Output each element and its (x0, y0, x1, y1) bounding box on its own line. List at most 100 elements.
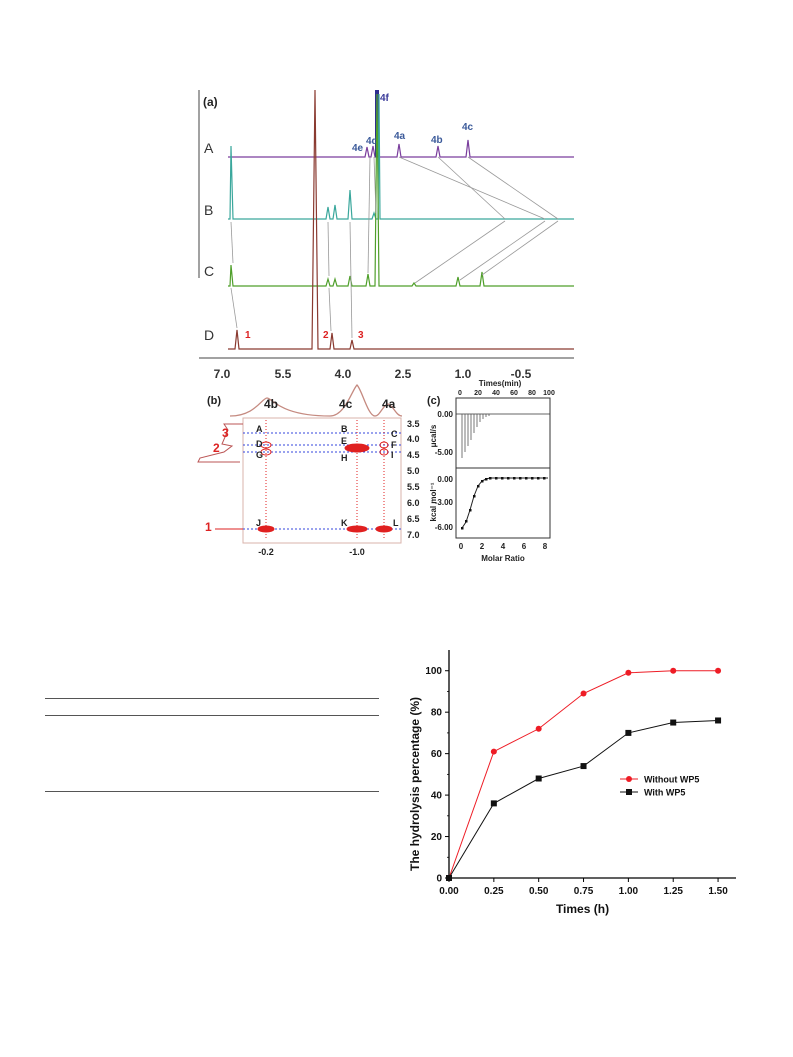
ppm-tick: -0.5 (511, 367, 532, 381)
itc-lower-ytick: -3.00 (435, 498, 454, 507)
y-tick-label: 100 (425, 666, 442, 677)
table-header-rule (45, 715, 379, 716)
cross-label-a: A (256, 424, 263, 434)
legend-label: Without WP5 (644, 775, 699, 785)
noesy-vertical-guides (265, 420, 385, 540)
svg-text:0: 0 (459, 542, 464, 551)
trace-b (228, 93, 574, 220)
itc-lower-frame (455, 467, 551, 539)
itc-top-axis-title: Times(min) (479, 379, 522, 388)
peak-label-4a: 4a (394, 131, 406, 142)
noesy-top-label-4b: 4b (264, 397, 278, 411)
data-point (446, 875, 452, 881)
y-tick-label: 0 (436, 874, 442, 885)
x-tick-label: 1.25 (663, 886, 683, 897)
y-axis-label: The hydrolysis percentage (%) (408, 697, 422, 871)
data-point (580, 690, 587, 697)
x-tick-label: 0.75 (574, 886, 594, 897)
data-point (715, 717, 722, 724)
series-line-0 (448, 670, 719, 879)
peak-label-4d: 4d (366, 136, 378, 147)
noesy-horizontal-guides (243, 432, 401, 530)
ppm-tick: 1.0 (455, 367, 472, 381)
legend-marker (626, 776, 632, 782)
panel-c-label: (c) (427, 395, 441, 407)
noesy-top-label-4c: 4c (339, 397, 353, 411)
svg-text:4: 4 (501, 542, 506, 551)
noesy-left-label-3: 3 (222, 426, 229, 440)
svg-text:8: 8 (543, 542, 548, 551)
svg-text:80: 80 (528, 390, 536, 397)
itc-lower-ytick: -6.00 (435, 523, 454, 532)
data-point (535, 775, 542, 782)
y-tick-label: 20 (431, 832, 443, 843)
itc-upper-ytick: 0.00 (437, 410, 453, 419)
itc-lower-ylabel: kcal mol⁻¹ (429, 482, 438, 521)
svg-text:6.5: 6.5 (407, 514, 420, 524)
trace-label-c: C (204, 263, 214, 279)
cross-label-d: D (256, 439, 263, 449)
itc-upper-frame (455, 397, 551, 469)
cross-label-i: I (391, 450, 394, 460)
noesy-top-projection (229, 384, 403, 417)
noesy-top-label-4a: 4a (382, 397, 396, 411)
shift-connectors (230, 156, 559, 339)
itc-injection-spikes (461, 414, 490, 458)
guest-peak-3: 3 (358, 330, 364, 341)
x-tick-label: 1.50 (708, 886, 728, 897)
x-tick-label: 1.00 (619, 886, 639, 897)
trace-label-b: B (204, 202, 213, 218)
svg-text:0: 0 (458, 390, 462, 397)
cross-label-h: H (341, 453, 348, 463)
legend-label: With WP5 (644, 788, 685, 798)
itc-points (461, 477, 546, 530)
cross-label-f: F (391, 440, 397, 450)
itc-bottom-ticks: 0 2 4 6 8 (459, 542, 548, 551)
cross-label-l: L (393, 518, 399, 528)
svg-text:6.0: 6.0 (407, 498, 420, 508)
noesy-frame (242, 417, 402, 544)
data-point (580, 763, 587, 770)
noesy-right-ticks: 3.5 4.0 4.5 5.0 5.5 6.0 6.5 7.0 (407, 419, 420, 540)
trace-d (228, 89, 574, 350)
guest-peak-2: 2 (323, 330, 329, 341)
svg-text:40: 40 (492, 390, 500, 397)
itc-upper-ylabel: μcal/s (429, 424, 438, 447)
noesy-left-projection (197, 423, 243, 463)
panel-a-label: (a) (203, 95, 218, 109)
itc-top-ticks: 0 20 40 60 80 100 (458, 390, 555, 397)
legend-marker (626, 789, 632, 795)
trace-c (228, 93, 574, 287)
data-point (625, 729, 632, 736)
x-tick-label: 0.25 (484, 886, 504, 897)
panel-b: (b) 4b 4c 4a 3 2 1 (197, 384, 420, 557)
svg-text:7.0: 7.0 (407, 530, 420, 540)
trace-label-a: A (204, 140, 214, 156)
peak-label-4b: 4b (431, 135, 443, 146)
peak-label-4e: 4e (352, 143, 364, 154)
ppm-tick: 4.0 (335, 367, 352, 381)
noesy-bottom-tick: -0.2 (258, 547, 274, 557)
svg-text:20: 20 (474, 390, 482, 397)
table-top-rule (45, 698, 379, 699)
noesy-bottom-tick: -1.0 (349, 547, 365, 557)
y-tick-label: 60 (431, 749, 443, 760)
cross-label-g: G (256, 450, 263, 460)
svg-text:3.5: 3.5 (407, 419, 420, 429)
cross-label-j: J (256, 518, 261, 528)
svg-text:4.0: 4.0 (407, 434, 420, 444)
cross-label-e: E (341, 436, 347, 446)
ppm-tick: 5.5 (275, 367, 292, 381)
itc-upper-ytick: -5.00 (435, 448, 454, 457)
panel-a: (a) A B C D 4f 4e 4d 4a 4b 4c 1 2 3 (198, 89, 574, 381)
svg-text:6: 6 (522, 542, 527, 551)
noesy-left-label-2: 2 (213, 441, 220, 455)
x-axis-label: Times (h) (556, 902, 609, 916)
itc-xlabel: Molar Ratio (481, 554, 525, 563)
ppm-tick: 2.5 (395, 367, 412, 381)
svg-text:5.0: 5.0 (407, 466, 420, 476)
table-bottom-rule (45, 791, 379, 792)
cross-label-k: K (341, 518, 348, 528)
svg-text:60: 60 (510, 390, 518, 397)
data-point (715, 667, 722, 674)
